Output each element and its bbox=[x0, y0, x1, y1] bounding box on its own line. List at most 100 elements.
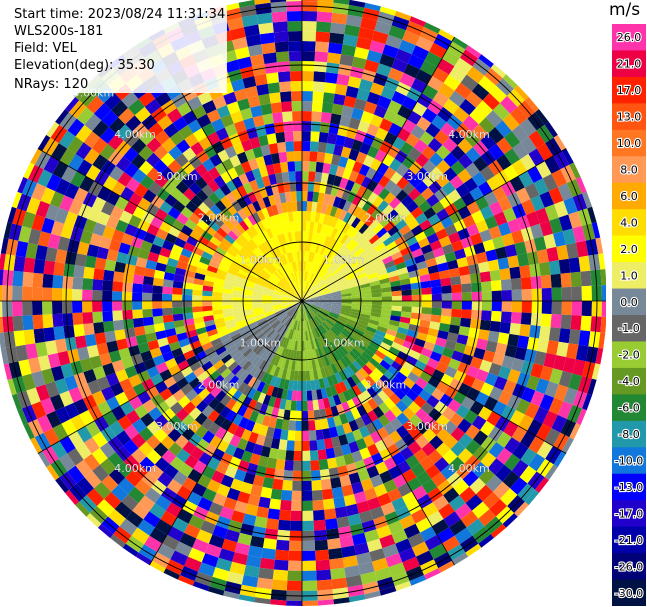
range-gate bbox=[295, 271, 299, 282]
range-gate bbox=[282, 111, 293, 122]
range-gate bbox=[429, 271, 441, 281]
range-gate bbox=[318, 213, 326, 224]
range-gate bbox=[162, 301, 173, 309]
range-gate bbox=[168, 173, 182, 188]
range-gate bbox=[320, 288, 330, 294]
range-gate bbox=[322, 92, 335, 104]
azimuth-spoke bbox=[301, 36, 455, 302]
range-gate bbox=[347, 387, 357, 399]
range-gate bbox=[471, 171, 487, 187]
range-gate bbox=[228, 264, 240, 273]
range-gate bbox=[542, 173, 558, 192]
range-gate bbox=[535, 161, 552, 179]
range-gate bbox=[330, 327, 340, 337]
range-gate bbox=[332, 394, 342, 406]
range-gate bbox=[108, 350, 122, 363]
range-gate bbox=[302, 560, 317, 571]
range-gate bbox=[435, 254, 447, 265]
range-gate bbox=[338, 381, 348, 393]
range-gate bbox=[386, 328, 398, 337]
range-gate bbox=[35, 341, 48, 358]
range-gate bbox=[291, 101, 302, 112]
range-gate bbox=[163, 213, 177, 226]
range-gate bbox=[312, 275, 319, 285]
range-gate bbox=[320, 269, 329, 279]
range-gate bbox=[64, 402, 80, 419]
range-gate bbox=[266, 518, 279, 530]
range-gate bbox=[372, 418, 384, 431]
colorbar-swatch bbox=[612, 447, 646, 475]
range-gate bbox=[277, 449, 287, 461]
range-gate bbox=[338, 220, 347, 232]
range-gate bbox=[471, 282, 482, 293]
range-gate bbox=[264, 284, 275, 291]
range-gate bbox=[458, 265, 470, 276]
range-gate bbox=[218, 264, 229, 273]
range-gate bbox=[388, 67, 404, 82]
range-gate bbox=[318, 325, 326, 335]
range-gate bbox=[245, 363, 255, 374]
range-gate bbox=[249, 225, 259, 237]
range-gate bbox=[307, 320, 312, 330]
range-gate bbox=[192, 306, 203, 313]
range-gate bbox=[257, 276, 268, 283]
range-gate bbox=[280, 278, 289, 287]
range-gate bbox=[302, 211, 307, 222]
range-gate bbox=[58, 130, 76, 149]
range-gate bbox=[213, 313, 224, 320]
range-gate bbox=[407, 54, 425, 70]
range-gate bbox=[302, 301, 309, 309]
range-gate bbox=[295, 410, 302, 421]
range-gate bbox=[259, 256, 269, 266]
range-gate bbox=[302, 530, 315, 541]
range-gate bbox=[311, 304, 321, 310]
range-gate bbox=[322, 322, 331, 331]
range-gate bbox=[471, 83, 490, 101]
range-gate bbox=[455, 463, 472, 480]
range-gate bbox=[232, 413, 243, 426]
range-gate bbox=[361, 176, 372, 189]
range-gate bbox=[334, 383, 343, 395]
range-gate bbox=[137, 248, 150, 260]
range-gate bbox=[290, 81, 302, 92]
range-gate bbox=[45, 204, 60, 221]
range-gate bbox=[132, 301, 143, 310]
range-gate bbox=[178, 338, 190, 348]
range-gate bbox=[272, 344, 280, 355]
range-gate bbox=[354, 542, 370, 556]
range-gate bbox=[250, 268, 261, 276]
range-gate bbox=[384, 260, 396, 269]
range-gate bbox=[323, 366, 331, 378]
range-gate bbox=[337, 392, 347, 404]
range-gate bbox=[163, 376, 177, 389]
range-gate bbox=[281, 337, 288, 348]
range-gate bbox=[379, 374, 392, 386]
range-gate bbox=[302, 340, 305, 351]
range-gate bbox=[330, 113, 342, 125]
range-gate bbox=[473, 347, 486, 360]
range-gate bbox=[411, 541, 430, 557]
colorbar-tick-label: -21.0 bbox=[615, 534, 643, 547]
range-gate bbox=[290, 520, 302, 531]
range-gate bbox=[287, 430, 296, 441]
range-gate bbox=[118, 477, 135, 495]
range-gate bbox=[305, 370, 311, 381]
range-gate bbox=[52, 301, 63, 315]
range-gate bbox=[563, 197, 578, 215]
range-gate bbox=[402, 556, 420, 572]
range-gate bbox=[119, 210, 133, 224]
range-gate bbox=[155, 262, 167, 272]
range-gate bbox=[308, 330, 313, 341]
range-gate bbox=[313, 369, 319, 380]
range-gate bbox=[314, 253, 320, 264]
range-gate bbox=[390, 171, 403, 185]
range-gate bbox=[479, 229, 493, 243]
range-gate bbox=[349, 313, 360, 320]
range-gate bbox=[277, 367, 284, 379]
range-gate bbox=[240, 481, 253, 495]
range-gate bbox=[302, 310, 305, 321]
range-gate bbox=[235, 275, 246, 283]
range-gate bbox=[391, 497, 407, 512]
range-gate bbox=[302, 570, 317, 581]
range-gate bbox=[308, 420, 316, 431]
